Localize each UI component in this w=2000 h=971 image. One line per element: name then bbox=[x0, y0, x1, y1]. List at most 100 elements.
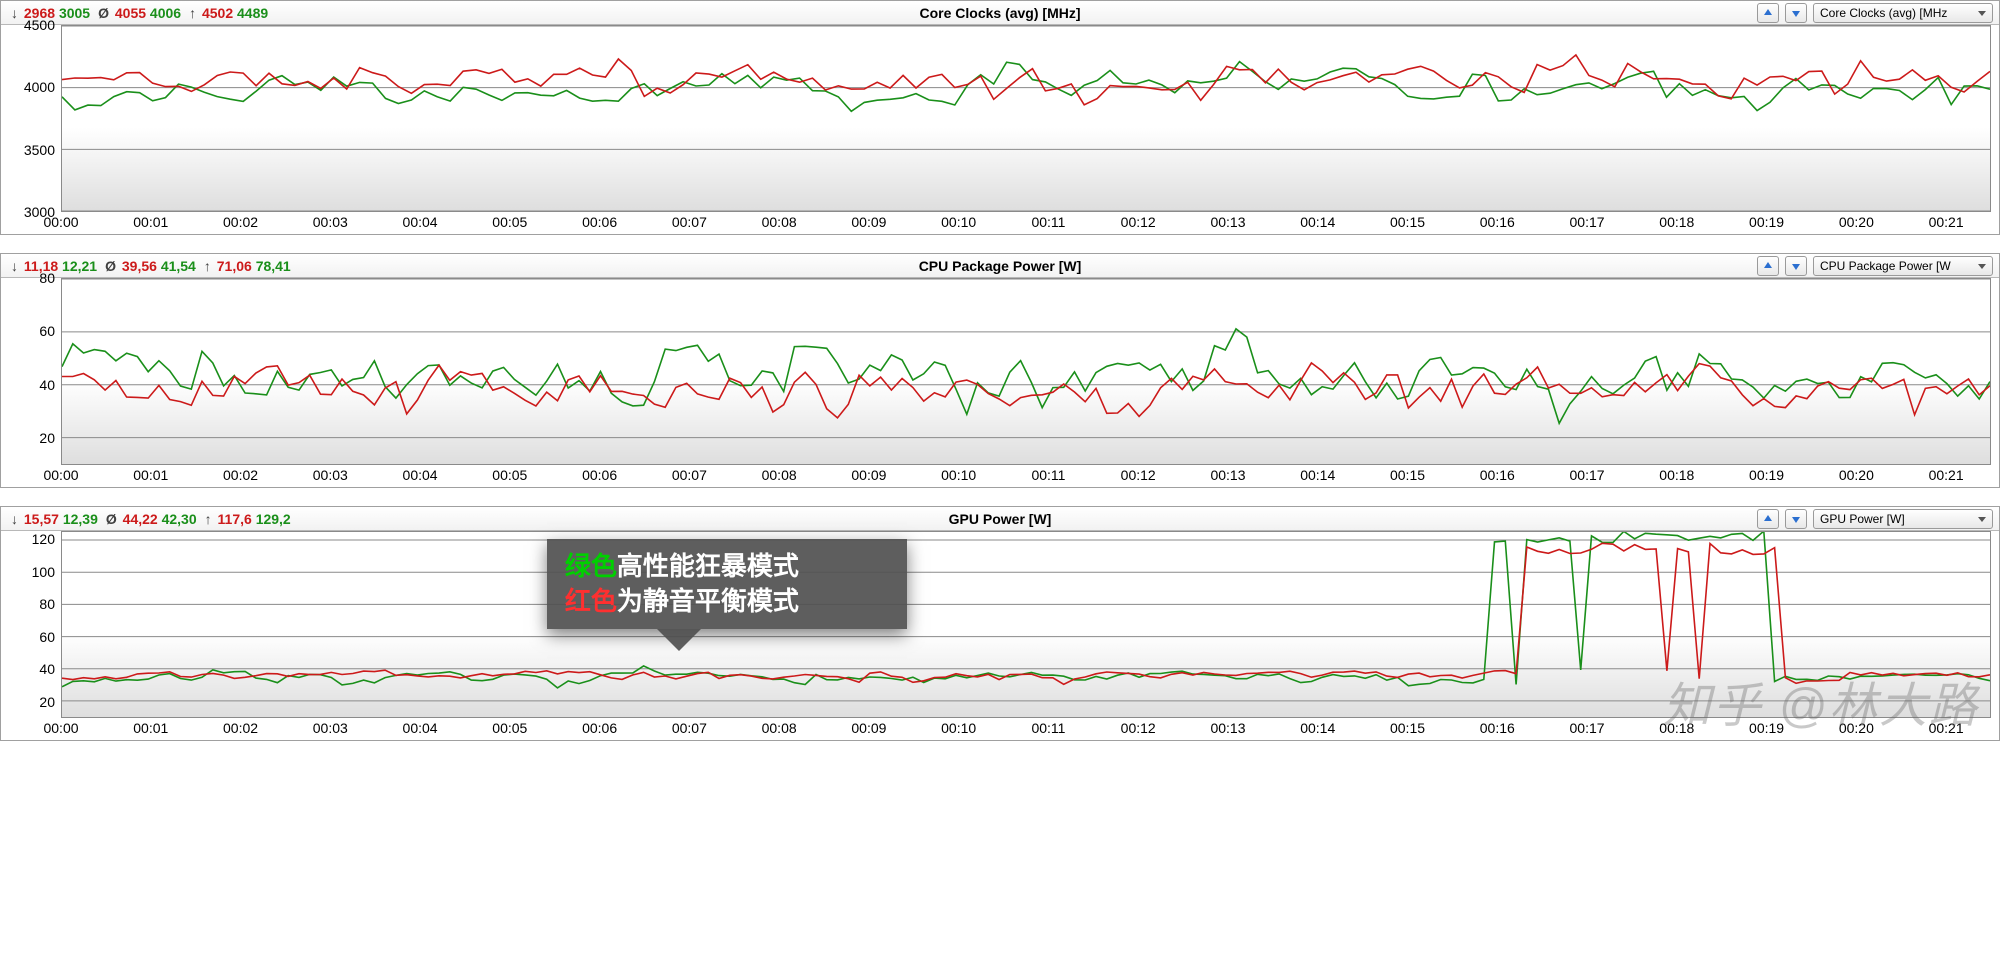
x-tick-label: 00:10 bbox=[941, 467, 976, 483]
x-tick-label: 00:15 bbox=[1390, 214, 1425, 230]
chart-svg bbox=[62, 279, 1990, 464]
overlay-line1-text: 高性能狂暴模式 bbox=[617, 551, 799, 581]
x-tick-label: 00:17 bbox=[1570, 467, 1605, 483]
x-tick-label: 00:16 bbox=[1480, 467, 1515, 483]
x-tick-label: 00:00 bbox=[43, 720, 78, 736]
x-tick-label: 00:03 bbox=[313, 720, 348, 736]
overlay-green-label: 绿色 bbox=[565, 551, 617, 581]
chart-title: GPU Power [W] bbox=[1, 507, 1999, 531]
x-tick-label: 00:06 bbox=[582, 214, 617, 230]
series-green bbox=[62, 62, 1990, 112]
x-tick-label: 00:09 bbox=[851, 214, 886, 230]
x-tick-label: 00:04 bbox=[403, 467, 438, 483]
x-tick-label: 00:01 bbox=[133, 467, 168, 483]
move-up-button[interactable] bbox=[1757, 3, 1779, 23]
x-tick-label: 00:18 bbox=[1659, 467, 1694, 483]
move-down-button[interactable] bbox=[1785, 509, 1807, 529]
y-axis: 20406080100120 bbox=[1, 531, 61, 718]
x-tick-label: 00:19 bbox=[1749, 720, 1784, 736]
x-tick-label: 00:03 bbox=[313, 214, 348, 230]
series-red bbox=[62, 55, 1990, 105]
overlay-pointer bbox=[657, 629, 701, 651]
x-axis: 00:0000:0100:0200:0300:0400:0500:0600:07… bbox=[61, 718, 1991, 742]
chart-area: 2040608000:0000:0100:0200:0300:0400:0500… bbox=[1, 278, 1999, 489]
x-axis: 00:0000:0100:0200:0300:0400:0500:0600:07… bbox=[61, 212, 1991, 236]
x-tick-label: 00:05 bbox=[492, 467, 527, 483]
panel-header: ↓ 11,18 12,21 Ø 39,56 41,54 ↑ 71,06 78,4… bbox=[1, 254, 1999, 278]
x-tick-label: 00:15 bbox=[1390, 720, 1425, 736]
metric-select[interactable]: CPU Package Power [W bbox=[1813, 256, 1993, 276]
x-tick-label: 00:11 bbox=[1031, 720, 1065, 736]
x-tick-label: 00:13 bbox=[1210, 214, 1245, 230]
x-tick-label: 00:08 bbox=[762, 467, 797, 483]
overlay-line2-text: 为静音平衡模式 bbox=[617, 586, 799, 616]
y-tick-label: 60 bbox=[39, 323, 55, 339]
panel-cpu_power: ↓ 11,18 12,21 Ø 39,56 41,54 ↑ 71,06 78,4… bbox=[0, 253, 2000, 488]
move-up-button[interactable] bbox=[1757, 509, 1779, 529]
panel-header: ↓ 2968 3005 Ø 4055 4006 ↑ 4502 4489 Core… bbox=[1, 1, 1999, 25]
x-tick-label: 00:01 bbox=[133, 214, 168, 230]
plot-area bbox=[61, 278, 1991, 465]
x-tick-label: 00:04 bbox=[403, 214, 438, 230]
metric-select[interactable]: GPU Power [W] bbox=[1813, 509, 1993, 529]
overlay-red-label: 红色 bbox=[565, 586, 617, 616]
x-tick-label: 00:17 bbox=[1570, 720, 1605, 736]
x-tick-label: 00:21 bbox=[1929, 214, 1964, 230]
y-tick-label: 40 bbox=[39, 661, 55, 677]
x-tick-label: 00:10 bbox=[941, 214, 976, 230]
x-tick-label: 00:18 bbox=[1659, 720, 1694, 736]
move-down-button[interactable] bbox=[1785, 3, 1807, 23]
x-tick-label: 00:03 bbox=[313, 467, 348, 483]
y-tick-label: 120 bbox=[32, 531, 55, 547]
x-tick-label: 00:08 bbox=[762, 214, 797, 230]
x-tick-label: 00:18 bbox=[1659, 214, 1694, 230]
x-tick-label: 00:07 bbox=[672, 467, 707, 483]
x-tick-label: 00:14 bbox=[1300, 467, 1335, 483]
x-tick-label: 00:14 bbox=[1300, 214, 1335, 230]
x-tick-label: 00:06 bbox=[582, 720, 617, 736]
x-tick-label: 00:01 bbox=[133, 720, 168, 736]
move-down-button[interactable] bbox=[1785, 256, 1807, 276]
y-tick-label: 4000 bbox=[24, 79, 55, 95]
x-tick-label: 00:00 bbox=[43, 214, 78, 230]
x-tick-label: 00:19 bbox=[1749, 467, 1784, 483]
x-tick-label: 00:11 bbox=[1031, 214, 1065, 230]
x-axis: 00:0000:0100:0200:0300:0400:0500:0600:07… bbox=[61, 465, 1991, 489]
y-tick-label: 80 bbox=[39, 596, 55, 612]
legend-overlay: 绿色高性能狂暴模式 红色为静音平衡模式 bbox=[547, 539, 907, 629]
chart-area: 2040608010012000:0000:0100:0200:0300:040… bbox=[1, 531, 1999, 742]
chart-area: 300035004000450000:0000:0100:0200:0300:0… bbox=[1, 25, 1999, 236]
x-tick-label: 00:20 bbox=[1839, 720, 1874, 736]
y-tick-label: 80 bbox=[39, 270, 55, 286]
x-tick-label: 00:17 bbox=[1570, 214, 1605, 230]
plot-area bbox=[61, 531, 1991, 718]
series-red bbox=[62, 543, 1990, 684]
x-tick-label: 00:12 bbox=[1121, 720, 1156, 736]
x-tick-label: 00:12 bbox=[1121, 214, 1156, 230]
x-tick-label: 00:16 bbox=[1480, 720, 1515, 736]
x-tick-label: 00:02 bbox=[223, 467, 258, 483]
y-axis: 20406080 bbox=[1, 278, 61, 465]
series-green bbox=[62, 329, 1990, 423]
y-tick-label: 100 bbox=[32, 564, 55, 580]
y-tick-label: 40 bbox=[39, 377, 55, 393]
plot-area bbox=[61, 25, 1991, 212]
y-tick-label: 20 bbox=[39, 430, 55, 446]
x-tick-label: 00:02 bbox=[223, 214, 258, 230]
y-tick-label: 4500 bbox=[24, 17, 55, 33]
y-tick-label: 3500 bbox=[24, 142, 55, 158]
x-tick-label: 00:02 bbox=[223, 720, 258, 736]
x-tick-label: 00:07 bbox=[672, 214, 707, 230]
x-tick-label: 00:04 bbox=[403, 720, 438, 736]
x-tick-label: 00:20 bbox=[1839, 214, 1874, 230]
x-tick-label: 00:07 bbox=[672, 720, 707, 736]
x-tick-label: 00:19 bbox=[1749, 214, 1784, 230]
x-tick-label: 00:13 bbox=[1210, 467, 1245, 483]
y-axis: 3000350040004500 bbox=[1, 25, 61, 212]
x-tick-label: 00:11 bbox=[1031, 467, 1065, 483]
x-tick-label: 00:05 bbox=[492, 214, 527, 230]
x-tick-label: 00:10 bbox=[941, 720, 976, 736]
metric-select[interactable]: Core Clocks (avg) [MHz bbox=[1813, 3, 1993, 23]
x-tick-label: 00:09 bbox=[851, 467, 886, 483]
move-up-button[interactable] bbox=[1757, 256, 1779, 276]
